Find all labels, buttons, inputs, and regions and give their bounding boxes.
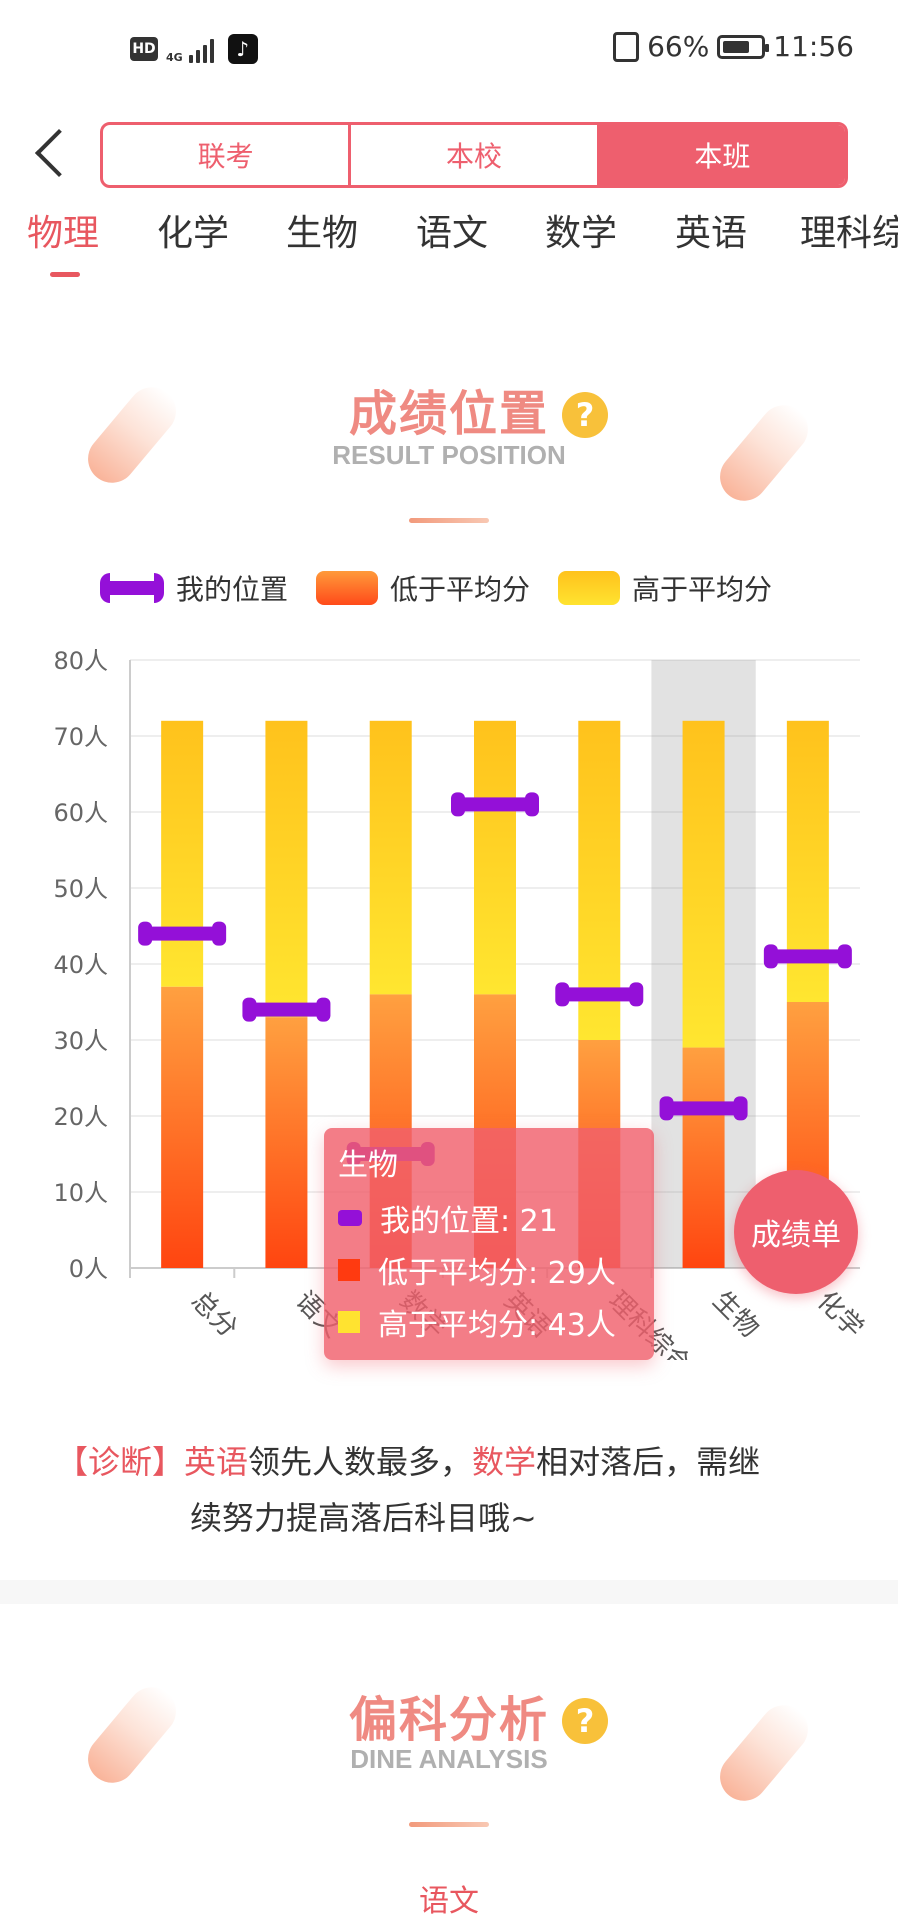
marker-cap — [837, 944, 852, 969]
status-bar: HD 4G ♪ 66% 11:56 — [0, 0, 898, 104]
x-tick-label: 生物 — [707, 1286, 765, 1344]
y-tick-label: 30人 — [53, 1027, 108, 1055]
segment-school[interactable]: 本校 — [351, 125, 600, 185]
tooltip-row-above: 高于平均分: 43人 — [338, 1296, 640, 1348]
hd-icon: HD — [130, 37, 158, 61]
diagnosis-text: 【诊断】英语领先人数最多，数学相对落后，需继 续努力提高落后科目哦~ — [56, 1443, 761, 1537]
marker-cap — [629, 982, 644, 1007]
tab-math[interactable]: 数学 — [545, 213, 618, 254]
tab-chinese[interactable]: 语文 — [416, 213, 489, 254]
legend-swatch — [316, 571, 379, 605]
section-divider — [409, 1822, 489, 1827]
swatch-icon — [338, 1311, 360, 1333]
marker-cap — [212, 921, 227, 946]
help-icon[interactable]: ? — [562, 1698, 608, 1744]
tab-chemistry[interactable]: 化学 — [157, 213, 230, 254]
bar-below-average — [265, 1017, 308, 1268]
bar-above-average — [474, 720, 516, 995]
bar-below-average — [682, 1047, 725, 1268]
my-position-marker — [763, 944, 852, 969]
my-position-marker — [451, 792, 539, 817]
tiktok-icon: ♪ — [227, 34, 258, 64]
chart-legend: 我的位置 低于平均分 高于平均分 — [100, 568, 800, 608]
marker-bar — [248, 1002, 325, 1017]
y-tick-label: 0人 — [69, 1255, 108, 1283]
marker-bar — [144, 926, 221, 941]
signal-icon: 4G — [166, 35, 214, 63]
bar-above-average — [682, 720, 725, 1048]
marker-cap — [763, 944, 778, 969]
section-title-result-position: 成绩位置 — [348, 386, 549, 442]
tooltip-row-below: 低于平均分: 29人 — [338, 1244, 640, 1296]
y-tick-label: 70人 — [53, 723, 108, 751]
marker-cap — [659, 1096, 674, 1121]
battery-icon — [717, 34, 770, 59]
y-tick-label: 40人 — [53, 951, 108, 979]
subject-label: 语文 — [419, 1884, 479, 1919]
y-tick-label: 10人 — [53, 1179, 108, 1207]
swatch-icon — [338, 1259, 360, 1281]
marker-cap — [316, 997, 331, 1022]
subject-tabs: 物理 化学 生物 语文 数学 英语 理科综 — [0, 196, 898, 286]
marker-cap — [733, 1096, 748, 1121]
y-tick-label: 60人 — [53, 799, 108, 827]
my-position-marker — [138, 921, 227, 946]
marker-bar — [769, 949, 846, 964]
battery-percent: 66% — [647, 30, 710, 63]
marker-cap — [525, 792, 539, 817]
bar-above-average — [369, 720, 412, 995]
my-position-marker — [659, 1096, 748, 1121]
bar-below-average — [161, 986, 204, 1268]
segment-class[interactable]: 本班 — [599, 125, 845, 185]
y-tick-label: 80人 — [53, 647, 108, 675]
tooltip-row-my-position: 我的位置: 21 — [338, 1192, 640, 1244]
my-position-marker — [242, 997, 331, 1022]
vibrate-icon — [613, 31, 640, 62]
marker-icon — [338, 1210, 362, 1226]
bar-above-average — [265, 720, 308, 1018]
tab-english[interactable]: 英语 — [675, 213, 748, 254]
section-title-dine-analysis: 偏科分析 — [348, 1692, 549, 1748]
help-icon[interactable]: ? — [562, 392, 608, 438]
section-subtitle: DINE ANALYSIS — [350, 1744, 548, 1774]
marker-cap — [242, 997, 257, 1022]
marker-cap — [451, 792, 465, 817]
tab-physics[interactable]: 物理 — [27, 213, 100, 254]
legend-marker-icon — [100, 573, 164, 603]
legend-swatch — [558, 571, 621, 605]
y-tick-label: 20人 — [53, 1103, 108, 1131]
marker-bar — [665, 1101, 742, 1116]
section-subtitle: RESULT POSITION — [332, 440, 566, 470]
tab-science-combined[interactable]: 理科综 — [800, 213, 898, 254]
active-tab-indicator — [50, 272, 80, 277]
marker-bar — [457, 797, 533, 812]
scope-segmented-control: 联考 本校 本班 — [100, 122, 848, 188]
chart-tooltip: 生物 我的位置: 21 低于平均分: 29人 高于平均分: 43人 — [324, 1128, 654, 1360]
back-button[interactable] — [28, 124, 76, 186]
section-divider — [409, 518, 489, 523]
section-separator — [0, 1580, 898, 1604]
y-tick-label: 50人 — [53, 875, 108, 903]
x-tick-label: 化学 — [811, 1286, 869, 1344]
legend-below-avg[interactable]: 低于平均分 — [316, 568, 530, 608]
x-tick-label: 总分 — [185, 1286, 243, 1344]
tab-biology[interactable]: 生物 — [286, 213, 359, 254]
clock: 11:56 — [773, 30, 854, 63]
legend-my-position[interactable]: 我的位置 — [100, 568, 288, 608]
marker-cap — [138, 921, 153, 946]
marker-cap — [555, 982, 570, 1007]
segment-joint-exam[interactable]: 联考 — [103, 125, 352, 185]
bar-above-average — [161, 720, 204, 987]
tooltip-title: 生物 — [338, 1148, 398, 1183]
marker-bar — [561, 987, 638, 1002]
legend-above-avg[interactable]: 高于平均分 — [558, 568, 772, 608]
report-card-button[interactable]: 成绩单 — [734, 1170, 858, 1294]
my-position-marker — [555, 982, 644, 1007]
bar-above-average — [578, 720, 621, 1040]
